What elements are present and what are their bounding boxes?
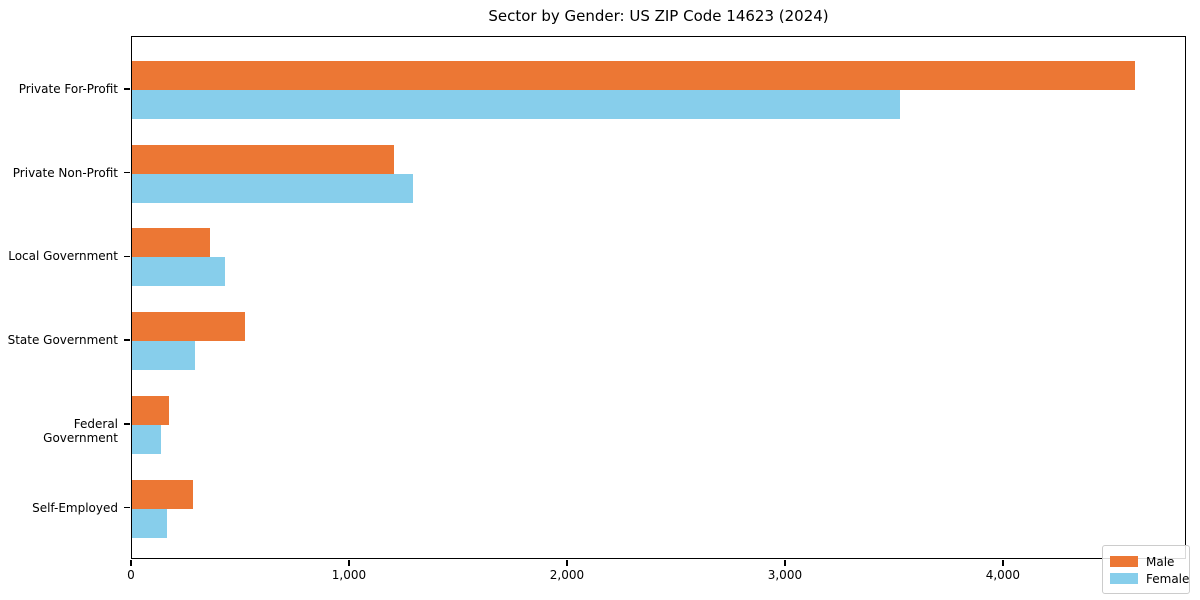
bar-female-5 [132,508,167,538]
x-tick-label: 1,000 [331,568,367,582]
x-axis-tick [348,560,350,566]
x-tick-label: 3,000 [767,568,803,582]
bar-female-2 [132,257,225,287]
y-axis-tick [124,506,130,509]
bar-male-0 [132,61,1135,90]
bar-female-4 [132,424,162,454]
y-axis-tick [124,255,130,258]
bar-male-1 [132,144,394,174]
legend-label: Female [1146,571,1190,586]
chart-title: Sector by Gender: US ZIP Code 14623 (202… [488,7,829,25]
x-axis-tick [784,560,786,566]
y-axis-label: Private Non-Profit [12,165,118,180]
y-axis-tick [124,339,130,341]
x-tick-label: 4,000 [985,568,1021,582]
legend-swatch-male [1110,556,1138,567]
y-axis-tick [124,88,130,90]
bar-male-2 [132,228,211,258]
y-axis-tick [124,423,130,425]
bar-female-1 [132,173,414,203]
legend: Male Female [1102,545,1190,594]
x-tick-label: 0 [127,568,135,582]
y-axis-label: Self-Employed [32,500,118,515]
y-axis-label: Federal Government [43,416,118,445]
bar-female-0 [132,90,901,119]
legend-item-female: Female [1110,570,1189,587]
x-axis-tick [1002,560,1004,566]
legend-swatch-female [1110,573,1138,584]
x-axis-tick [566,560,568,566]
legend-label: Male [1146,554,1175,569]
y-axis-tick [124,171,130,174]
bar-female-3 [132,341,196,371]
bar-male-3 [132,312,246,342]
y-axis-label: Local Government [8,249,118,264]
bar-male-5 [132,479,194,509]
plot-area [131,36,1186,559]
y-axis-label: Private For-Profit [18,82,118,96]
legend-item-male: Male [1110,553,1181,570]
bar-male-4 [132,395,170,425]
x-axis-tick [130,560,132,566]
x-tick-label: 2,000 [549,568,585,582]
y-axis-label: State Government [7,333,118,348]
